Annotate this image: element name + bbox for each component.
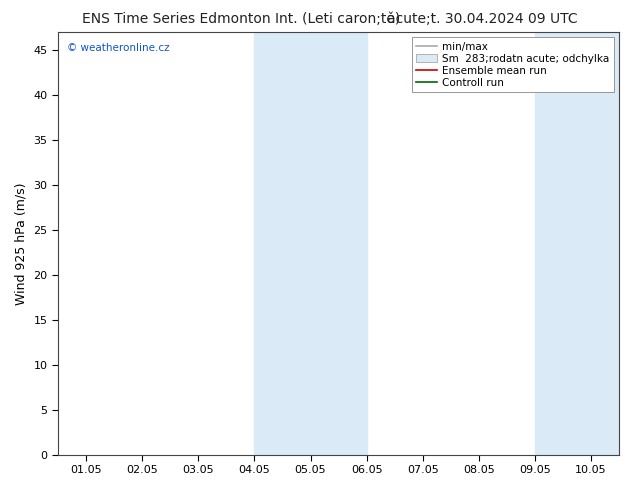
- Text: ENS Time Series Edmonton Int. (Leti caron;tě): ENS Time Series Edmonton Int. (Leti caro…: [82, 12, 400, 26]
- Legend: min/max, Sm  283;rodatn acute; odchylka, Ensemble mean run, Controll run: min/max, Sm 283;rodatn acute; odchylka, …: [412, 37, 614, 92]
- Y-axis label: Wind 925 hPa (m/s): Wind 925 hPa (m/s): [15, 182, 28, 305]
- Text: © weatheronline.cz: © weatheronline.cz: [67, 43, 169, 53]
- Text: acute;t. 30.04.2024 09 UTC: acute;t. 30.04.2024 09 UTC: [387, 12, 577, 26]
- Bar: [535, 32, 634, 455]
- Bar: [254, 32, 366, 455]
